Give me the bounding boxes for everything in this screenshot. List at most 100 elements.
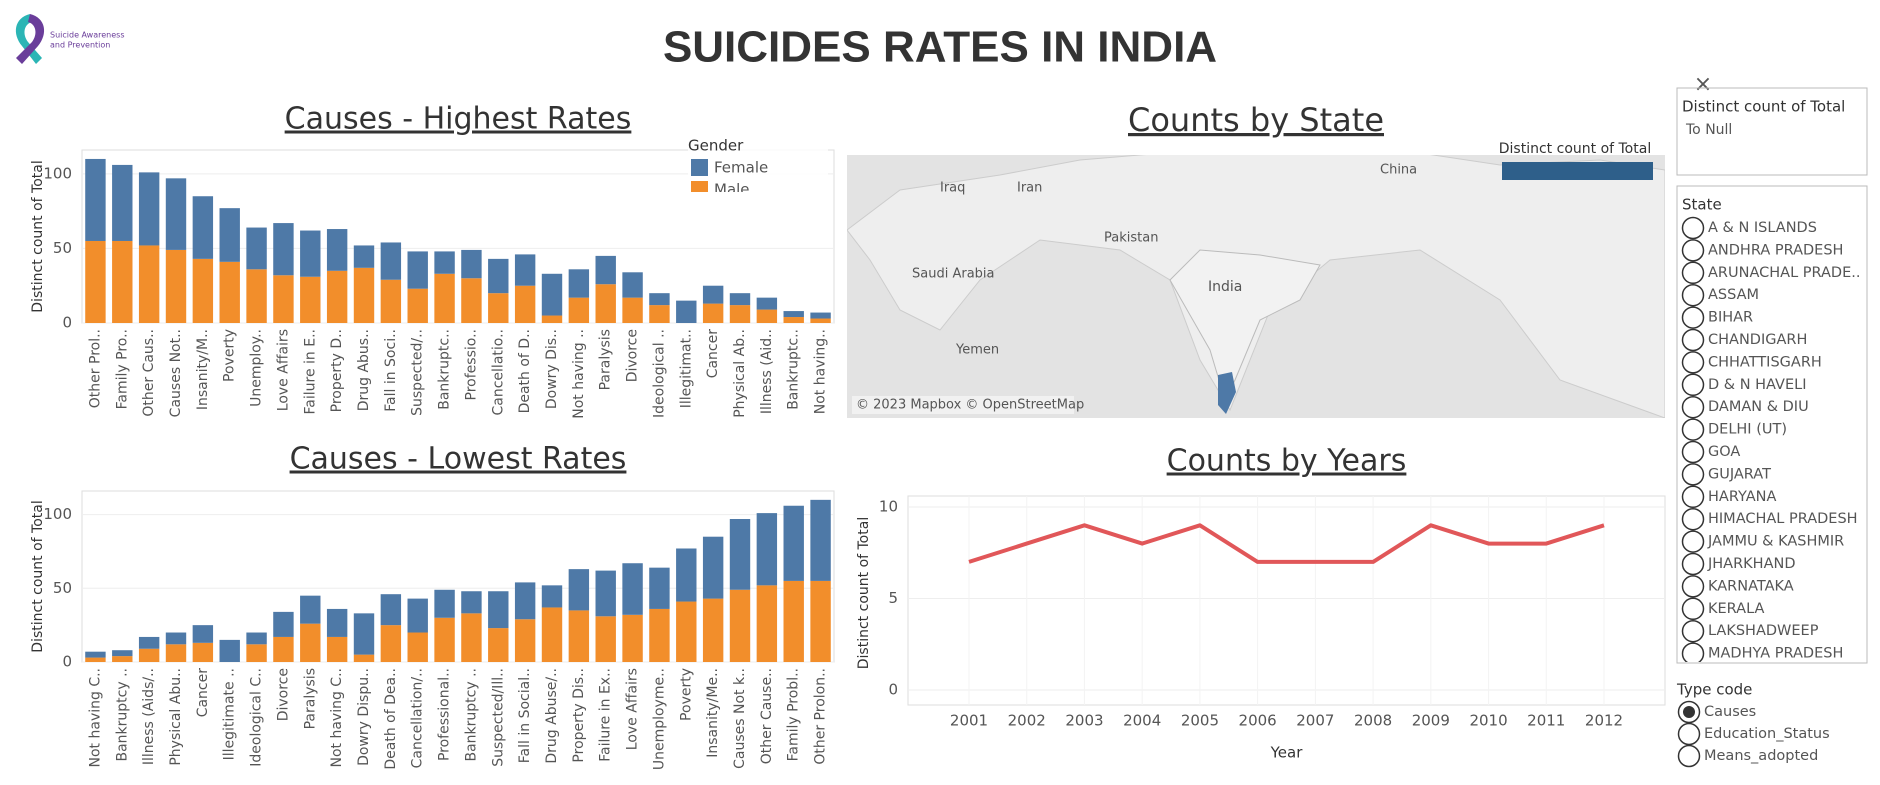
option-label: HARYANA bbox=[1708, 489, 1776, 505]
radio bbox=[1681, 507, 1705, 531]
x-tick-label: Bankruptcy .. bbox=[463, 668, 479, 762]
radio bbox=[1681, 552, 1705, 576]
state-option[interactable]: HARYANA bbox=[1681, 485, 1777, 509]
state-option[interactable]: KERALA bbox=[1681, 597, 1765, 621]
bar-segment bbox=[434, 273, 455, 323]
legend-label: Female bbox=[714, 159, 768, 177]
state-option[interactable]: ASSAM bbox=[1681, 283, 1760, 307]
state-option[interactable]: DELHI (UT) bbox=[1681, 418, 1787, 441]
state-option[interactable]: CHANDIGARH bbox=[1681, 328, 1808, 352]
option-label: KARNATAKA bbox=[1708, 578, 1794, 594]
map-place: India bbox=[1208, 279, 1242, 295]
radio-selected bbox=[1683, 706, 1695, 718]
radio bbox=[1677, 744, 1701, 768]
bar-segment bbox=[246, 227, 267, 270]
x-tick-label: Dowry Dis.. bbox=[544, 329, 560, 409]
x-tick-label: Death of D.. bbox=[517, 329, 533, 413]
state-option[interactable]: GUJARAT bbox=[1681, 463, 1772, 486]
bar-segment bbox=[300, 276, 321, 323]
bar-segment bbox=[192, 258, 214, 323]
state-option[interactable]: GOA bbox=[1681, 440, 1741, 464]
radio bbox=[1681, 373, 1705, 397]
bar-segment bbox=[407, 251, 428, 289]
filter-box bbox=[1676, 87, 1868, 176]
chart-title: Causes - Highest Rates bbox=[285, 102, 632, 137]
state-option[interactable]: ARUNACHAL PRADE.. bbox=[1681, 261, 1861, 285]
bar-segment bbox=[676, 548, 697, 602]
x-tick-label: Other Prol.. bbox=[87, 329, 103, 408]
bar-segment bbox=[595, 255, 616, 285]
bar-segment bbox=[112, 164, 133, 241]
bar-segment bbox=[112, 656, 133, 662]
legend-bg bbox=[688, 136, 828, 192]
option-label: GUJARAT bbox=[1708, 466, 1771, 482]
close-button[interactable]: × bbox=[1694, 72, 1712, 97]
option-label: MADHYA PRADESH bbox=[1708, 646, 1843, 662]
type-option[interactable]: Causes bbox=[1677, 700, 1757, 724]
bar-segment bbox=[756, 513, 778, 586]
bar-segment bbox=[85, 657, 106, 662]
option-label: GOA bbox=[1708, 444, 1740, 460]
bar-segment bbox=[729, 519, 751, 590]
state-option[interactable]: BIHAR bbox=[1681, 306, 1754, 329]
state-option[interactable]: CHHATTISGARH bbox=[1681, 351, 1822, 374]
x-tick-label: 2007 bbox=[1296, 712, 1334, 730]
state-option[interactable]: LAKSHADWEEP bbox=[1681, 619, 1819, 643]
map-place: Iran bbox=[1017, 181, 1042, 196]
x-tick-label: Other Cause.. bbox=[759, 668, 775, 764]
bar-segment bbox=[649, 567, 670, 609]
bar-segment bbox=[165, 178, 187, 250]
option-label: ANDHRA PRADESH bbox=[1708, 242, 1843, 258]
bar-segment bbox=[702, 303, 724, 323]
x-tick-label: Not having .. bbox=[571, 329, 587, 419]
legend: Gender Female Male bbox=[688, 136, 828, 192]
type-option[interactable]: Education_Status bbox=[1677, 722, 1830, 746]
bar-segment bbox=[514, 285, 536, 323]
state-option[interactable]: ANDHRA PRADESH bbox=[1681, 239, 1844, 262]
bar-segment bbox=[138, 636, 160, 649]
bar-segment bbox=[112, 650, 133, 657]
option-label: JHARKHAND bbox=[1707, 556, 1796, 572]
type-option[interactable]: Means_adopted bbox=[1677, 744, 1819, 768]
plot-area bbox=[907, 495, 1666, 706]
x-tick-label: Property D.. bbox=[329, 329, 345, 412]
bar-segment bbox=[300, 595, 321, 624]
bar-segment bbox=[702, 598, 724, 662]
bar-segment bbox=[138, 172, 160, 246]
state-option[interactable]: DAMAN & DIU bbox=[1681, 395, 1809, 419]
state-option[interactable]: KARNATAKA bbox=[1681, 575, 1794, 598]
bar-segment bbox=[783, 317, 804, 323]
x-tick-label: 2009 bbox=[1412, 712, 1450, 730]
bar-segment bbox=[165, 249, 187, 323]
state-option[interactable]: A & N ISLANDS bbox=[1681, 216, 1817, 240]
state-option[interactable]: HIMACHAL PRADESH bbox=[1681, 507, 1858, 531]
bar-segment bbox=[273, 611, 294, 637]
bar-segment bbox=[273, 636, 294, 662]
state-option[interactable]: JAMMU & KASHMIR bbox=[1681, 530, 1845, 553]
option-label: LAKSHADWEEP bbox=[1708, 623, 1819, 639]
map-place: Iraq bbox=[940, 181, 965, 196]
bar-segment bbox=[353, 267, 375, 323]
x-tick-label: Insanity/M.. bbox=[195, 329, 211, 410]
x-tick-label: Poverty bbox=[678, 668, 694, 721]
bar-segment bbox=[810, 580, 831, 662]
option-label: HIMACHAL PRADESH bbox=[1708, 511, 1858, 527]
x-tick-label: Bankruptcy .. bbox=[114, 668, 130, 762]
bar-segment bbox=[568, 569, 590, 611]
state-option[interactable]: MADHYA PRADESH bbox=[1681, 642, 1844, 664]
state-option[interactable]: D & N HAVELI bbox=[1681, 373, 1807, 397]
option-label: Education_Status bbox=[1704, 726, 1830, 742]
x-tick-label: Insanity/Me.. bbox=[705, 668, 721, 758]
bar-segment bbox=[273, 223, 294, 276]
filter-title: Distinct count of Total bbox=[1682, 98, 1845, 116]
bar-segment bbox=[219, 639, 240, 662]
state-option[interactable]: JHARKHAND bbox=[1681, 552, 1796, 576]
logo: Suicide Awareness and Prevention bbox=[15, 14, 125, 64]
x-tick-label: Death of Dea.. bbox=[383, 668, 399, 770]
bar-segment bbox=[622, 297, 643, 323]
bar-segment bbox=[246, 644, 267, 662]
x-tick-label: Failure in Ex.. bbox=[598, 668, 614, 762]
y-axis-label: Distinct count of Total bbox=[856, 517, 872, 669]
bar-segment bbox=[649, 293, 670, 306]
